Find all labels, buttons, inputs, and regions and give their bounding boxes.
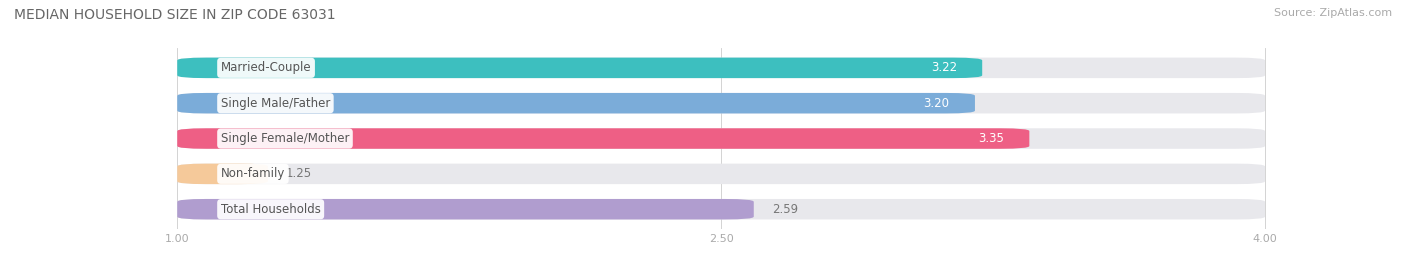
FancyBboxPatch shape <box>177 199 754 220</box>
Text: 2.59: 2.59 <box>772 203 799 216</box>
FancyBboxPatch shape <box>177 164 1265 184</box>
Text: 1.25: 1.25 <box>285 167 312 180</box>
FancyBboxPatch shape <box>177 58 983 78</box>
FancyBboxPatch shape <box>177 58 1265 78</box>
Text: 3.35: 3.35 <box>979 132 1004 145</box>
Text: MEDIAN HOUSEHOLD SIZE IN ZIP CODE 63031: MEDIAN HOUSEHOLD SIZE IN ZIP CODE 63031 <box>14 8 336 22</box>
Text: Single Female/Mother: Single Female/Mother <box>221 132 349 145</box>
Text: 3.20: 3.20 <box>924 97 949 110</box>
Text: Single Male/Father: Single Male/Father <box>221 97 330 110</box>
Text: Married-Couple: Married-Couple <box>221 61 311 74</box>
FancyBboxPatch shape <box>177 93 974 114</box>
Text: Total Households: Total Households <box>221 203 321 216</box>
Text: Non-family: Non-family <box>221 167 285 180</box>
FancyBboxPatch shape <box>177 199 1265 220</box>
FancyBboxPatch shape <box>177 93 1265 114</box>
FancyBboxPatch shape <box>177 128 1265 149</box>
Text: 3.22: 3.22 <box>931 61 957 74</box>
FancyBboxPatch shape <box>177 128 1029 149</box>
Text: Source: ZipAtlas.com: Source: ZipAtlas.com <box>1274 8 1392 18</box>
FancyBboxPatch shape <box>177 164 269 184</box>
